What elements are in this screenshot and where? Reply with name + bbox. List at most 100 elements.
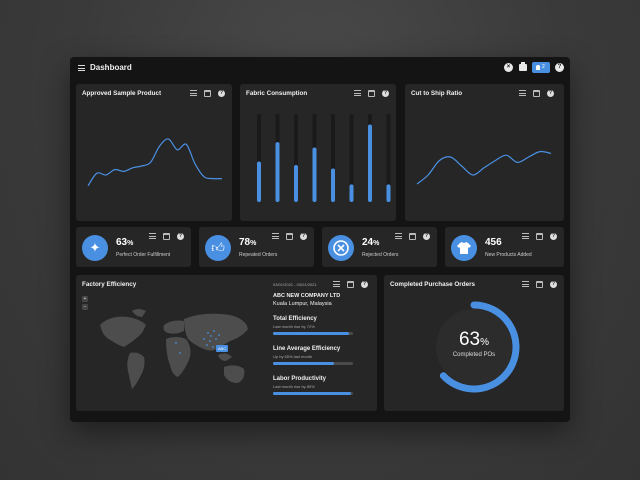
- help-icon[interactable]: ?: [177, 233, 184, 240]
- filter-icon[interactable]: [519, 90, 526, 96]
- bar: [386, 184, 391, 202]
- bar-track: [386, 114, 391, 202]
- card-controls: ?: [395, 233, 430, 240]
- metric-name: Labor Productivity: [273, 376, 327, 382]
- kpi-card-new-products: 456 New Products Added ?: [445, 227, 564, 267]
- thumbs-up-icon: 👍︎: [205, 235, 231, 261]
- kpi-label: Repeated Orders: [239, 252, 278, 258]
- kpi-value: 456: [485, 237, 502, 248]
- filter-icon[interactable]: [354, 90, 361, 96]
- kpi-card-perfect-order: ✦ 63% Perfect Order Fulfillment ?: [76, 227, 191, 267]
- dashboard-window: Dashboard × 2 ? Approved Sample Product …: [70, 57, 570, 422]
- world-map[interactable]: ABC: [80, 295, 266, 407]
- europe-shape: [163, 320, 184, 334]
- completed-donut-chart: [436, 301, 520, 393]
- metric-progress-track: [273, 392, 353, 395]
- card-controls: ?: [272, 233, 307, 240]
- help-icon[interactable]: ?: [300, 233, 307, 240]
- kpi-value: 24%: [362, 237, 380, 248]
- filter-icon[interactable]: [522, 281, 529, 287]
- approved-line-chart: [87, 138, 223, 187]
- card-title: Completed Purchase Orders: [390, 281, 476, 288]
- help-icon[interactable]: ?: [547, 90, 554, 97]
- continents: [100, 309, 248, 389]
- help-icon[interactable]: ?: [550, 233, 557, 240]
- company-name: ABC NEW COMPANY LTD: [273, 293, 341, 299]
- help-icon[interactable]: ?: [382, 90, 389, 97]
- metric-progress-track: [273, 332, 353, 335]
- company-location: Kuala Lumpur, Malaysia: [273, 301, 332, 307]
- metric-progress-track: [273, 362, 353, 365]
- donut-label: Completed POs: [452, 352, 496, 358]
- card-controls: ?: [522, 281, 557, 288]
- metric-progress-fill: [273, 392, 351, 395]
- help-icon[interactable]: ?: [550, 281, 557, 288]
- bar: [331, 168, 335, 202]
- calendar-icon[interactable]: [533, 90, 540, 97]
- calendar-icon[interactable]: [536, 281, 543, 288]
- calendar-icon[interactable]: [368, 90, 375, 97]
- top-bar: Dashboard × 2 ?: [70, 57, 570, 79]
- tshirt-icon: [451, 235, 477, 261]
- south-america-shape: [127, 352, 145, 389]
- factory-efficiency-card: Factory Efficiency 03/01/2021 - 03/01/20…: [76, 275, 377, 411]
- card-title: Cut to Ship Ratio: [411, 90, 463, 97]
- metric-labor-productivity: Labor Productivity Last month rise by 85…: [273, 376, 353, 395]
- greenland-shape: [132, 309, 146, 317]
- print-icon[interactable]: [519, 62, 527, 71]
- bar: [349, 184, 354, 202]
- filter-icon[interactable]: [395, 233, 402, 239]
- calendar-icon[interactable]: [204, 90, 211, 97]
- filter-icon[interactable]: [190, 90, 197, 96]
- bar: [368, 124, 372, 202]
- metric-subtext: Last month rise by 72%: [273, 324, 315, 329]
- filter-icon[interactable]: [522, 233, 529, 239]
- card-controls: ?: [190, 90, 225, 97]
- help-icon[interactable]: ?: [218, 90, 225, 97]
- fabric-consumption-card: Fabric Consumption ?: [240, 84, 396, 221]
- bar: [257, 161, 261, 202]
- kpi-card-rejected-orders: 24% Rejected Orders ?: [322, 227, 437, 267]
- kpi-card-repeated-orders: 👍︎ 78% Repeated Orders ?: [199, 227, 314, 267]
- donut-center: [436, 309, 512, 385]
- series-line: [416, 150, 552, 185]
- metric-name: Line Average Efficiency: [273, 346, 341, 352]
- map-marker[interactable]: ABC: [216, 345, 228, 352]
- calendar-icon[interactable]: [347, 281, 354, 288]
- cut-to-ship-card: Cut to Ship Ratio ?: [405, 84, 564, 221]
- calendar-icon[interactable]: [536, 233, 543, 240]
- metric-line-average-efficiency: Line Average Efficiency Up by 65% last m…: [273, 346, 353, 365]
- kpi-label: Rejected Orders: [362, 252, 399, 258]
- sparkle-icon: ✦: [82, 235, 108, 261]
- calendar-icon[interactable]: [409, 233, 416, 240]
- menu-icon[interactable]: [78, 65, 85, 71]
- card-controls: ?: [333, 281, 368, 288]
- factory-markers: [175, 330, 220, 354]
- card-title: Factory Efficiency: [82, 281, 137, 288]
- calendar-icon[interactable]: [286, 233, 293, 240]
- bar: [294, 165, 298, 202]
- filter-icon[interactable]: [333, 281, 340, 287]
- help-icon[interactable]: ?: [423, 233, 430, 240]
- fabric-bar-chart: [257, 114, 391, 202]
- indonesia-shape: [218, 353, 232, 361]
- close-icon[interactable]: ×: [504, 63, 513, 72]
- calendar-icon[interactable]: [163, 233, 170, 240]
- help-icon[interactable]: ?: [555, 63, 564, 72]
- help-icon[interactable]: ?: [361, 281, 368, 288]
- card-controls: ?: [149, 233, 184, 240]
- date-range[interactable]: 03/01/2021 - 03/01/2021: [273, 282, 317, 287]
- zoom-out-button[interactable]: −: [82, 304, 88, 310]
- north-america-shape: [100, 316, 146, 347]
- card-controls: ?: [354, 90, 389, 97]
- completed-purchase-orders-card: Completed Purchase Orders ? 63% Complete…: [384, 275, 564, 411]
- cut-to-ship-line-chart: [416, 150, 552, 185]
- metric-subtext: Last month rise by 85%: [273, 384, 315, 389]
- zoom-in-button[interactable]: +: [82, 296, 88, 302]
- filter-icon[interactable]: [149, 233, 156, 239]
- card-controls: ?: [519, 90, 554, 97]
- notification-count: 2: [542, 64, 545, 70]
- notification-button[interactable]: 2: [532, 62, 550, 73]
- filter-icon[interactable]: [272, 233, 279, 239]
- metric-progress-fill: [273, 332, 349, 335]
